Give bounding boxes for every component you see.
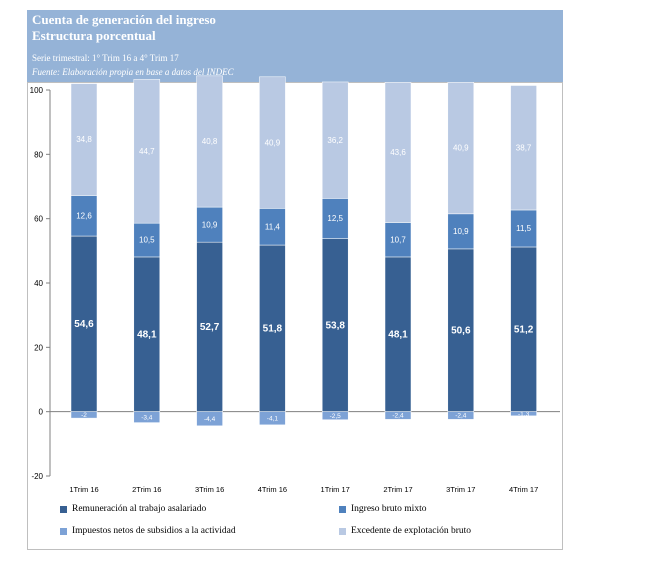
chart-header: Cuenta de generación del ingreso Estruct… <box>27 10 563 82</box>
x-tick-label: 1Trim 17 <box>321 485 350 494</box>
data-label: 52,7 <box>200 322 220 333</box>
data-label: 51,2 <box>514 325 534 336</box>
data-label: -2,4 <box>455 413 467 420</box>
data-label: 40,9 <box>453 144 469 153</box>
data-label: 38,7 <box>516 143 532 152</box>
bar-segment <box>384 256 412 412</box>
data-label: -2 <box>81 412 87 419</box>
x-tick-label: 3Trim 17 <box>446 485 475 494</box>
data-label: -4,1 <box>267 415 279 422</box>
data-label: -2,5 <box>330 413 342 420</box>
legend-swatch-remuneracion <box>60 505 67 513</box>
bar-segment-negative <box>447 411 475 420</box>
legend-swatch-ingreso-mixto <box>339 505 346 513</box>
chart-subtitle: Estructura porcentual <box>32 28 156 43</box>
bar-segment-negative <box>70 411 98 419</box>
data-label: 12,6 <box>76 211 92 220</box>
bar-segment <box>259 244 286 412</box>
bar-segment <box>510 209 537 248</box>
bar-segment-negative <box>384 411 412 420</box>
series-description: Serie trimestral: 1° Trim 16 a 4° Trim 1… <box>32 53 179 63</box>
bar-segment <box>70 83 98 196</box>
bar-segment <box>447 213 475 250</box>
legend-label-impuestos: Impuestos netos de subsidios a la activi… <box>72 526 236 536</box>
data-label: 40,9 <box>265 138 281 147</box>
bar-segment-negative <box>510 411 537 417</box>
x-tick-label: 2Trim 16 <box>132 485 161 494</box>
data-label: 10,7 <box>390 235 406 244</box>
x-tick-label: 1Trim 16 <box>69 485 98 494</box>
data-label: 10,9 <box>453 227 469 236</box>
legend-label-ingreso-mixto: Ingreso bruto mixto <box>351 504 427 514</box>
legend-label-remuneracion: Remuneración al trabajo asalariado <box>72 504 207 514</box>
data-label: -2,4 <box>392 413 404 420</box>
bar-segment <box>259 76 286 209</box>
data-label: 48,1 <box>137 330 157 341</box>
bar-segment-negative <box>196 411 223 427</box>
bar-segment <box>70 235 98 412</box>
data-label: 54,6 <box>74 319 94 330</box>
legend-label-excedente: Excedente de explotación bruto <box>351 526 472 536</box>
data-label: -4,4 <box>204 416 216 423</box>
bar-segment <box>196 75 223 208</box>
y-tick-label: 60 <box>34 215 43 224</box>
data-label: 11,5 <box>516 224 532 233</box>
data-label: 48,1 <box>388 330 408 341</box>
bar-segment <box>321 198 349 239</box>
bar-segment-negative <box>259 411 286 426</box>
data-label: 50,6 <box>451 326 471 337</box>
bar-segment <box>133 79 161 224</box>
data-label: -1,3 <box>518 411 530 418</box>
y-tick-label: 20 <box>34 343 43 352</box>
bar-segment-negative <box>133 411 161 423</box>
bar-segment <box>259 208 286 246</box>
data-source: Fuente: Elaboración propia en base a dat… <box>32 67 234 77</box>
y-tick-label: 100 <box>30 86 44 95</box>
chart-title: Cuenta de generación del ingreso <box>32 12 216 27</box>
data-label: 34,8 <box>76 135 92 144</box>
legend-swatch-impuestos <box>60 527 67 535</box>
data-label: 43,6 <box>390 148 406 157</box>
bar-segment <box>447 82 475 215</box>
data-label: -3,4 <box>141 414 153 421</box>
data-label: 10,5 <box>139 236 155 245</box>
data-label: 44,7 <box>139 147 155 156</box>
x-tick-label: 4Trim 17 <box>509 485 538 494</box>
bar-segment <box>321 81 349 199</box>
data-label: 53,8 <box>325 320 345 331</box>
bar-segment <box>70 195 98 237</box>
y-tick-label: 80 <box>34 150 43 159</box>
bar-segment <box>321 238 349 412</box>
y-tick-label: -20 <box>31 472 43 481</box>
x-tick-label: 2Trim 17 <box>383 485 412 494</box>
x-tick-label: 3Trim 16 <box>195 485 224 494</box>
x-tick-label: 4Trim 16 <box>258 485 287 494</box>
legend-item-remuneracion: Remuneración al trabajo asalariado <box>60 504 206 514</box>
bar-segment <box>384 82 412 223</box>
data-label: 51,8 <box>263 324 283 335</box>
bar-segment <box>196 206 223 243</box>
data-label: 10,9 <box>202 220 218 229</box>
bar-segment <box>133 222 161 258</box>
bar-segment <box>510 85 537 211</box>
chart-frame <box>27 82 563 550</box>
data-label: 40,8 <box>202 137 218 146</box>
bar-segment <box>384 222 412 258</box>
data-label: 36,2 <box>327 136 343 145</box>
y-tick-label: 0 <box>39 408 44 417</box>
data-label: 12,5 <box>327 214 343 223</box>
y-tick-label: 40 <box>34 279 43 288</box>
bar-segment-negative <box>321 411 349 420</box>
legend-item-ingreso-mixto: Ingreso bruto mixto <box>339 504 426 514</box>
legend-item-excedente: Excedente de explotación bruto <box>339 526 471 536</box>
bar-segment <box>510 246 537 412</box>
bar-segment <box>133 256 161 412</box>
legend-swatch-excedente <box>339 527 346 535</box>
bar-segment <box>447 248 475 412</box>
legend-item-impuestos: Impuestos netos de subsidios a la activi… <box>60 526 236 536</box>
data-label: 11,4 <box>265 222 281 231</box>
